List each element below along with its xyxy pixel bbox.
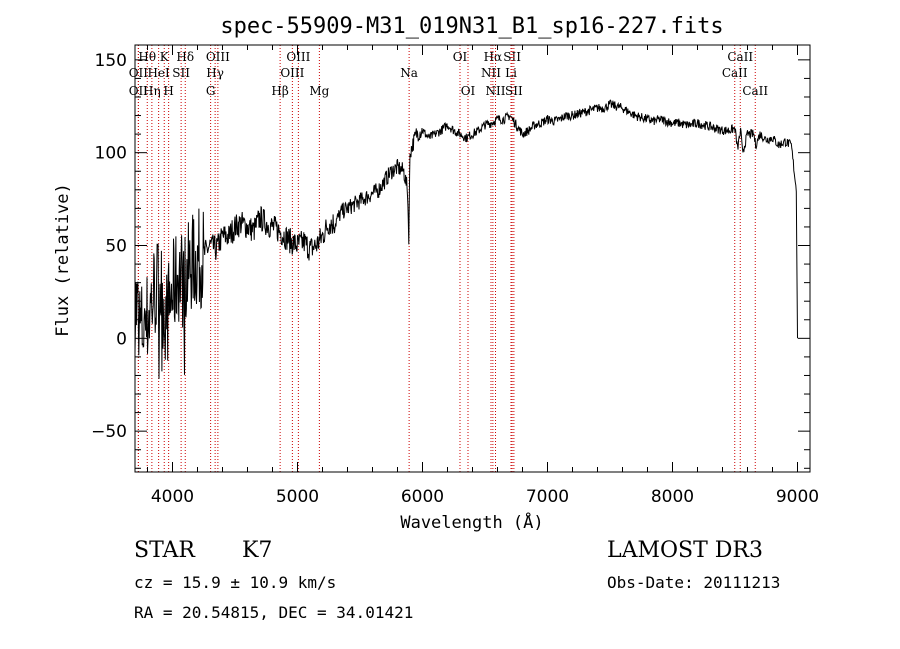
x-tick-label-2: 6000 — [401, 487, 444, 507]
y-tick-label-4: 150 — [95, 51, 127, 71]
line-label-27: CaII — [742, 84, 768, 98]
object-subclass: K7 — [242, 538, 273, 563]
observation-date: Obs-Date: 20111213 — [607, 573, 781, 592]
y-tick-label-1: 0 — [116, 329, 127, 349]
y-axis-label: Flux (relative) — [53, 183, 73, 337]
x-tick-label-4: 8000 — [651, 487, 694, 507]
line-label-21: NII — [481, 66, 501, 80]
line-label-12: OIII — [286, 50, 310, 64]
line-label-6: H — [163, 84, 173, 98]
x-axis-label: Wavelength (Å) — [400, 511, 543, 533]
line-label-20: SII — [503, 50, 521, 64]
line-label-3: Hη — [143, 84, 161, 98]
redshift-cz: cz = 15.9 ± 10.9 km/s — [134, 573, 337, 592]
line-label-13: OIII — [280, 66, 304, 80]
x-tick-label-5: 9000 — [776, 487, 819, 507]
x-tick-label-3: 7000 — [526, 487, 569, 507]
ra-dec-coordinates: RA = 20.54815, DEC = 34.01421 — [134, 603, 414, 622]
x-tick-label-0: 4000 — [151, 487, 194, 507]
line-label-14: Hβ — [271, 84, 288, 98]
line-label-22: Li — [505, 66, 517, 80]
axis-ticks: 4000 5000 6000 7000 8000 9000 −50 0 50 100 150 — [91, 45, 819, 507]
line-label-24: SII — [505, 84, 523, 98]
y-tick-label-3: 100 — [95, 144, 127, 164]
line-label-7: Hδ — [176, 50, 194, 64]
line-label-15: Mg — [309, 84, 329, 98]
line-label-18: OI — [461, 84, 476, 98]
object-class: STAR — [134, 538, 195, 563]
line-label-5: HeI — [147, 66, 170, 80]
line-label-2: OII — [129, 84, 149, 98]
survey-name: LAMOST DR3 — [607, 538, 763, 563]
y-tick-label-2: 50 — [105, 237, 127, 257]
flux-series-line — [134, 99, 798, 379]
line-label-17: OI — [453, 50, 468, 64]
line-label-26: CaII — [722, 66, 748, 80]
line-label-8: SII — [172, 66, 190, 80]
line-label-10: Hγ — [206, 66, 224, 80]
line-label-0: Hθ — [138, 50, 156, 64]
plot-frame — [134, 44, 811, 473]
y-tick-label-0: −50 — [91, 422, 127, 442]
line-label-19: Hα — [484, 50, 503, 64]
line-label-25: CaII — [727, 50, 753, 64]
x-tick-label-1: 5000 — [276, 487, 319, 507]
line-label-11: G — [206, 84, 216, 98]
line-label-16: Na — [400, 66, 418, 80]
line-label-9: OIII — [206, 50, 230, 64]
line-label-23: NII — [486, 84, 506, 98]
line-label-4: K — [160, 50, 170, 64]
chart-title: spec-55909-M31_019N31_B1_sp16-227.fits — [220, 14, 723, 39]
